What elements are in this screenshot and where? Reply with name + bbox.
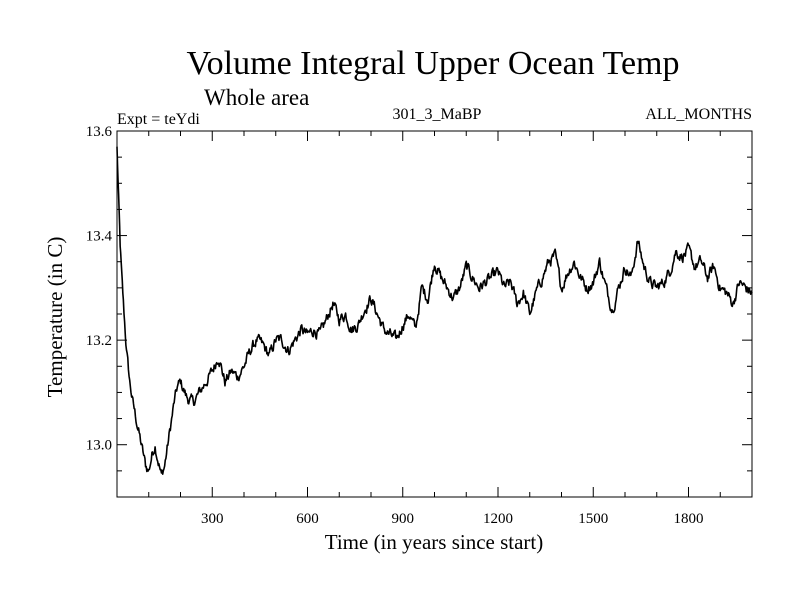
x-tick-label: 1800 (674, 511, 704, 527)
x-axis-label: Time (in years since start) (325, 530, 544, 554)
x-tick-label: 300 (201, 511, 224, 527)
x-tick-label: 1500 (578, 511, 608, 527)
x-tick-label: 600 (296, 511, 319, 527)
y-tick-label: 13.6 (86, 124, 113, 140)
x-tick-label: 1200 (483, 511, 513, 527)
y-axis-label: Temperature (in C) (43, 237, 67, 398)
plot-area: 300 600 900 1200 1500 1800 13.0 13.2 13.4 13.6 (86, 124, 753, 527)
run-label: 301_3_MaBP (393, 106, 482, 123)
y-tick-label: 13.2 (86, 333, 112, 349)
y-tick-label: 13.4 (86, 229, 113, 245)
experiment-label: Expt = teYdi (117, 111, 200, 128)
x-tick-label: 900 (392, 511, 415, 527)
chart-subtitle: Whole area (204, 85, 309, 110)
series-line (116, 146, 753, 475)
months-label: ALL_MONTHS (645, 106, 752, 123)
plot-frame (116, 130, 753, 498)
chart-title: Volume Integral Upper Ocean Temp (187, 45, 680, 82)
y-tick-label: 13.0 (86, 438, 112, 454)
